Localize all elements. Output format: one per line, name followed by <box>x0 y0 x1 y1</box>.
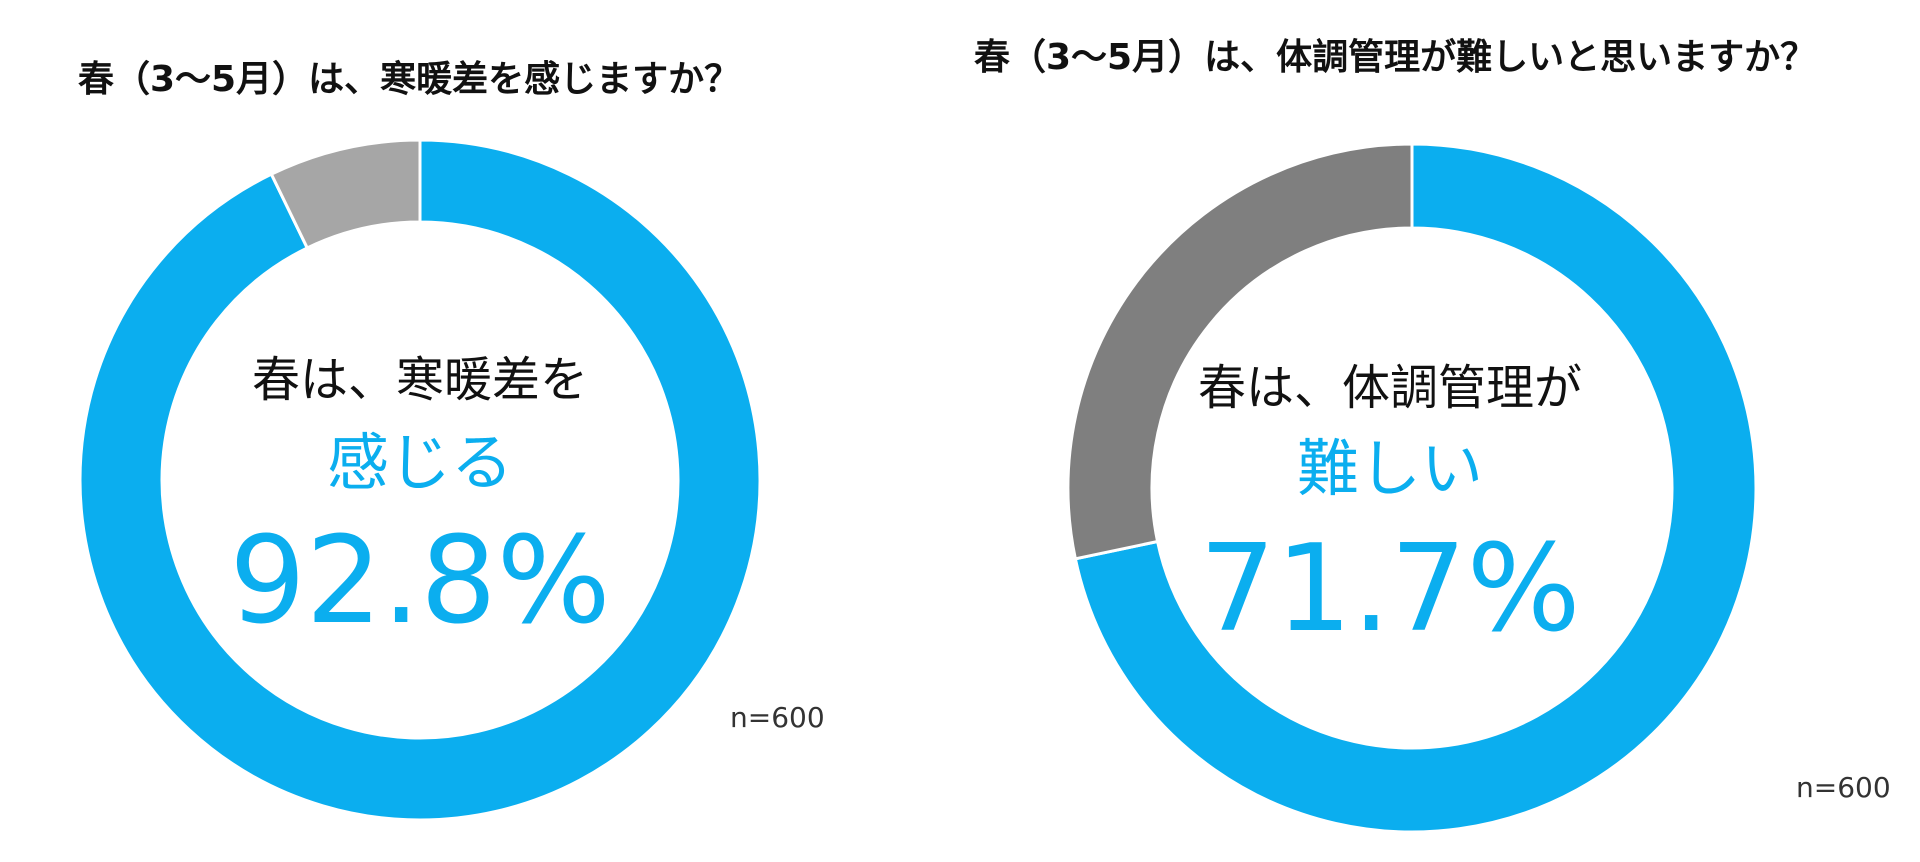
center-label-line2: 難しい <box>1296 432 1483 505</box>
sample-size-label: n=600 <box>730 701 825 734</box>
donut-chart-temperature <box>78 138 762 822</box>
sample-size-label: n=600 <box>1796 771 1891 804</box>
chart-title: 春（3〜5月）は、体調管理が難しいと思いますか？ <box>974 37 1817 78</box>
chart-panel-temperature: 春（3〜5月）は、寒暖差を感じますか？ 春は、寒暖差を 感じる 92.8% n=… <box>78 59 825 822</box>
center-label-line2: 感じる <box>326 426 513 499</box>
chart-panel-health: 春（3〜5月）は、体調管理が難しいと思いますか？ 春は、体調管理が 難しい 71… <box>960 0 1920 862</box>
pie-slice-yes <box>78 138 762 822</box>
pie-slice-no <box>1066 142 1414 561</box>
center-percentage: 71.7% <box>1199 520 1581 659</box>
center-label-line1: 春は、寒暖差を <box>251 352 588 408</box>
chart-title: 春（3〜5月）は、寒暖差を感じますか？ <box>78 59 741 100</box>
donut-chart-health <box>1066 142 1758 834</box>
center-percentage: 92.8% <box>229 512 611 651</box>
pie-slice-no <box>269 138 422 250</box>
center-label-line1: 春は、体調管理が <box>1197 360 1582 416</box>
pie-slice-yes <box>1073 142 1758 834</box>
